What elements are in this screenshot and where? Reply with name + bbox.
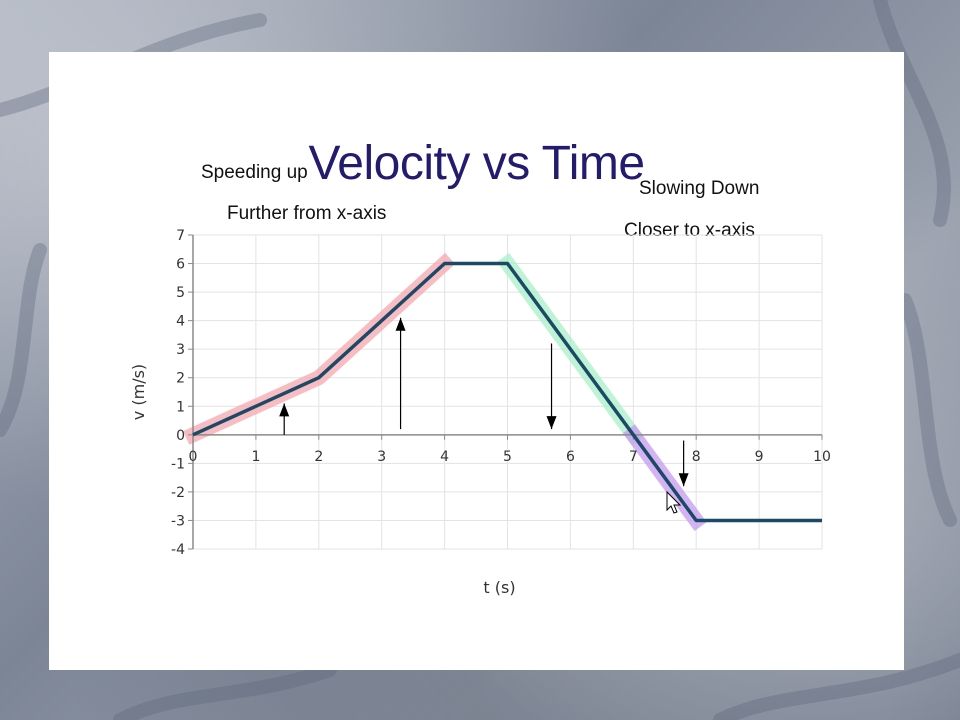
arrow-head-2	[395, 317, 406, 331]
y-tick-label: -3	[171, 513, 185, 529]
x-axis-label: t (s)	[483, 578, 515, 597]
x-tick-label: 8	[692, 449, 701, 465]
x-tick-label: 1	[251, 449, 260, 465]
chart-series	[192, 261, 823, 523]
note-further-from-axis: Further from x-axis	[227, 203, 387, 224]
y-tick-label: 7	[176, 228, 185, 244]
x-tick-label: 7	[629, 449, 638, 465]
y-tick-label: 4	[176, 314, 185, 330]
slide-canvas: Velocity vs Time Speeding up Further fro…	[49, 52, 904, 670]
x-tick-label: 5	[503, 449, 512, 465]
y-tick-label: 6	[176, 257, 185, 273]
y-tick-label: 2	[176, 371, 185, 387]
arrow-head-4	[678, 473, 689, 487]
note-closer-to-axis: Closer to x-axis	[624, 220, 755, 241]
x-tick-label: 2	[314, 449, 323, 465]
y-tick-label: -2	[171, 485, 185, 501]
chart-arrows	[279, 317, 689, 487]
y-tick-label: 3	[176, 342, 185, 358]
note-slowing-down: Slowing Down	[639, 178, 760, 199]
x-tick-label: 9	[755, 449, 764, 465]
mouse-cursor-icon	[666, 490, 682, 514]
chart-grid	[192, 234, 823, 550]
y-tick-label: 1	[176, 399, 185, 415]
y-tick-label: 5	[176, 285, 185, 301]
x-tick-label: 3	[377, 449, 386, 465]
y-axis-label: v (m/s)	[129, 364, 148, 420]
x-tick-label: 6	[566, 449, 575, 465]
arrow-head-3	[546, 416, 557, 430]
arrow-head-1	[279, 403, 290, 417]
chart-axes	[188, 234, 823, 550]
y-tick-label: -4	[171, 542, 185, 558]
slide-title: Velocity vs Time	[308, 137, 645, 190]
y-tick-label: 0	[176, 428, 185, 444]
note-speeding-up: Speeding up	[201, 162, 308, 183]
x-tick-label: 0	[189, 449, 198, 465]
y-tick-label: -1	[171, 456, 185, 472]
x-tick-label: 10	[813, 449, 831, 465]
x-tick-label: 4	[440, 449, 449, 465]
